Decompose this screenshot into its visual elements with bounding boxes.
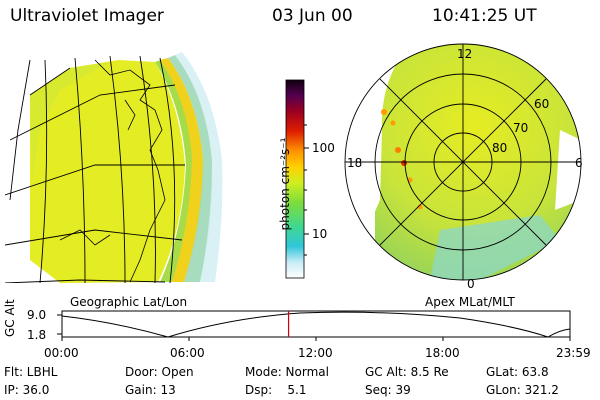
altitude-y-tick-low: 1.8 [27,328,47,342]
polar-lat-60: 60 [534,97,550,111]
polar-caption: Apex MLat/MLT [425,295,515,309]
altitude-x-tick: 23:59 [556,346,591,360]
colorbar-tick-10: 10 [312,227,328,241]
date-display: 03 Jun 00 [272,6,353,26]
polar-mlt-12: 12 [457,47,473,61]
status-seq: Seq: 39 [365,383,411,397]
geo-caption: Geographic Lat/Lon [70,295,188,309]
colorbar-label: photon cm⁻²s⁻¹ [278,137,292,231]
polar-lat-70: 70 [513,121,529,135]
status-dsp: Dsp: 5.1 [245,383,307,397]
polar-grid [344,43,582,281]
status-glon: GLon: 321.2 [486,383,559,397]
altitude-x-tick: 18:00 [425,346,460,360]
altitude-x-tick: 12:00 [298,346,333,360]
status-door: Door: Open [125,365,194,379]
altitude-plot [57,310,571,341]
status-glat: GLat: 63.8 [486,365,549,379]
geographic-image [30,52,223,283]
altitude-y-label: GC Alt [3,299,17,337]
polar-mlt-18: 18 [347,156,363,170]
app-title: Ultraviolet Imager [10,6,164,26]
polar-lat-80: 80 [492,141,508,155]
geographic-grid [5,55,185,283]
status-gain: Gain: 13 [125,383,176,397]
colorbar-ticks [304,124,309,256]
polar-mlt-6: 6 [575,156,583,170]
time-display: 10:41:25 UT [432,6,537,26]
altitude-y-tick-high: 9.0 [27,308,47,322]
status-gc-alt: GC Alt: 8.5 Re [365,365,449,379]
altitude-x-tick: 06:00 [170,346,205,360]
polar-mlt-0: 0 [467,277,475,291]
colorbar [285,79,305,279]
altitude-x-tick: 00:00 [44,346,79,360]
colorbar-tick-100: 100 [312,141,335,155]
status-ip: IP: 36.0 [4,383,50,397]
status-filter: Flt: LBHL [4,365,58,379]
status-mode: Mode: Normal [245,365,329,379]
